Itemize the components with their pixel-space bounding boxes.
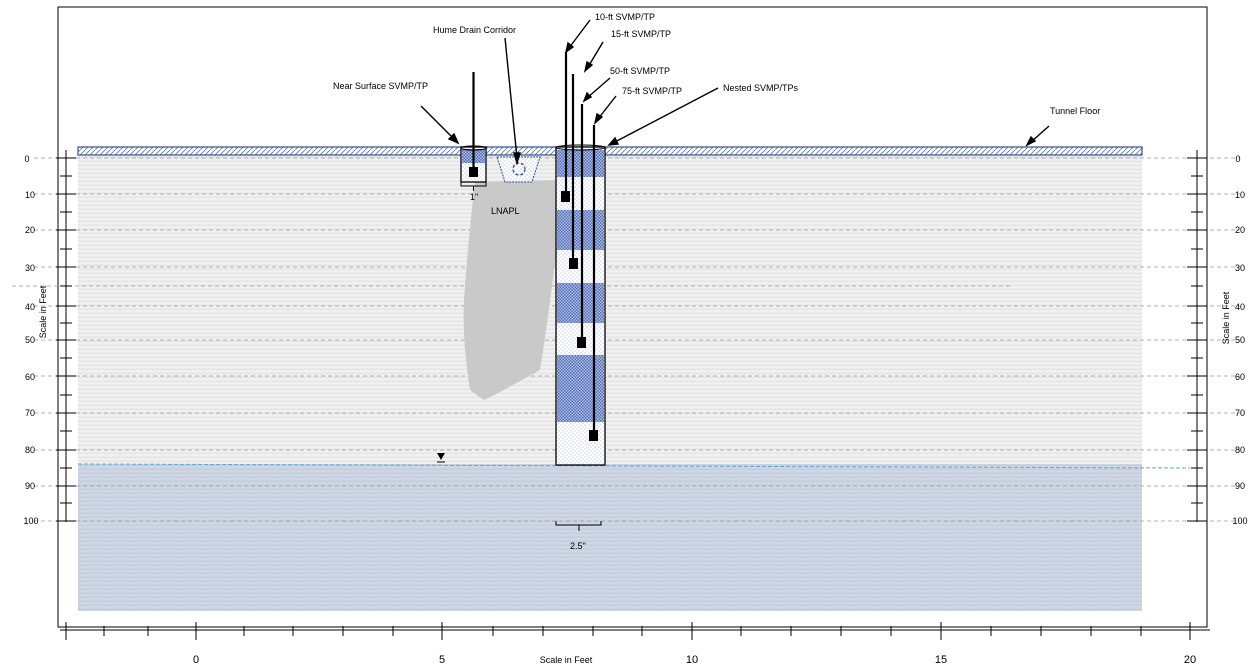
bottom-scale-ruler xyxy=(60,622,1210,640)
fifty-ft-label: 50-ft SVMP/TP xyxy=(610,66,670,76)
one-inch-label: 1" xyxy=(470,192,478,202)
near-surface-label: Near Surface SVMP/TP xyxy=(333,81,428,91)
tunnel-floor-slab xyxy=(77,146,1143,156)
two-half-inch-label: 2.5" xyxy=(570,541,586,551)
seventyfive-ft-label: 75-ft SVMP/TP xyxy=(622,86,682,96)
lnapl-plume xyxy=(463,180,559,400)
left-tick-50: 50 xyxy=(25,335,35,345)
soil-zone xyxy=(78,156,1142,464)
left-tick-40: 40 xyxy=(25,302,35,312)
hume-drain-pipe xyxy=(512,162,526,176)
near-surface-well xyxy=(460,72,487,183)
left-tick-90: 90 xyxy=(25,481,35,491)
water-table-symbol xyxy=(437,453,445,463)
left-depth-ruler xyxy=(56,150,76,522)
groundwater-zone xyxy=(78,464,1142,611)
right-tick-50: 50 xyxy=(1235,335,1245,345)
left-tick-0: 0 xyxy=(24,154,29,164)
ten-ft-label: 10-ft SVMP/TP xyxy=(595,12,655,22)
bottom-tick-20: 20 xyxy=(1184,654,1196,666)
bottom-tick-5: 5 xyxy=(439,654,445,666)
bottom-tick-0: 0 xyxy=(193,654,199,666)
hume-drain-trench xyxy=(496,156,541,183)
right-tick-30: 30 xyxy=(1235,263,1245,273)
one-inch-dimension xyxy=(460,182,487,191)
right-tick-0: 0 xyxy=(1235,154,1240,164)
left-tick-70: 70 xyxy=(25,408,35,418)
nested-probe-rods xyxy=(564,52,596,435)
left-tick-30: 30 xyxy=(25,263,35,273)
fifteen-ft-label: 15-ft SVMP/TP xyxy=(611,29,671,39)
right-axis-title: Scale in Feet xyxy=(1221,291,1231,344)
bottom-tick-15: 15 xyxy=(935,654,947,666)
right-tick-90: 90 xyxy=(1235,481,1245,491)
left-tick-10: 10 xyxy=(25,190,35,200)
callout-arrows xyxy=(420,19,1050,166)
depth-gridlines xyxy=(12,157,1240,522)
water-table-line xyxy=(77,463,1191,469)
right-tick-100: 100 xyxy=(1232,516,1247,526)
two-half-inch-dimension xyxy=(555,521,602,531)
right-tick-60: 60 xyxy=(1235,372,1245,382)
hume-drain-label: Hume Drain Corridor xyxy=(433,25,516,35)
lnapl-label: LNAPL xyxy=(491,206,520,216)
right-tick-10: 10 xyxy=(1235,190,1245,200)
right-depth-ruler xyxy=(1187,150,1207,522)
probe-tips xyxy=(561,191,598,441)
left-tick-100: 100 xyxy=(23,516,38,526)
tunnel-floor-label: Tunnel Floor xyxy=(1050,106,1100,116)
left-tick-60: 60 xyxy=(25,372,35,382)
bottom-tick-10: 10 xyxy=(686,654,698,666)
right-tick-80: 80 xyxy=(1235,445,1245,455)
left-tick-20: 20 xyxy=(25,225,35,235)
right-tick-70: 70 xyxy=(1235,408,1245,418)
nested-label: Nested SVMP/TPs xyxy=(723,83,799,93)
figure-frame xyxy=(57,6,1208,628)
right-tick-20: 20 xyxy=(1235,225,1245,235)
left-tick-80: 80 xyxy=(25,445,35,455)
right-tick-40: 40 xyxy=(1235,302,1245,312)
bottom-axis-title: Scale in Feet xyxy=(540,655,593,665)
left-axis-title: Scale in Feet xyxy=(38,285,48,338)
